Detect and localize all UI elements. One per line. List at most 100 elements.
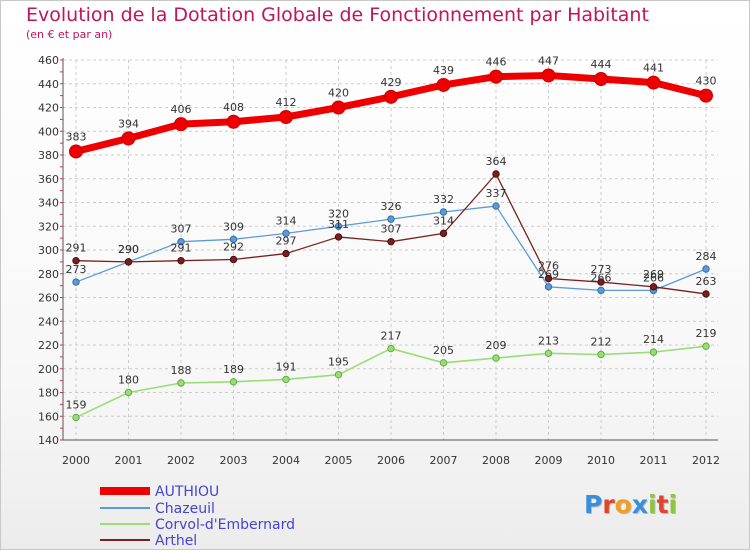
data-label: 290: [118, 243, 139, 256]
data-point: [177, 379, 185, 387]
logo-letter: o: [614, 490, 632, 519]
data-point: [492, 170, 500, 178]
data-label: 217: [381, 330, 402, 343]
data-label: 213: [538, 334, 559, 347]
data-label: 273: [66, 263, 87, 276]
data-label: 307: [381, 223, 402, 236]
data-point: [331, 100, 346, 115]
data-point: [649, 348, 658, 356]
data-label: 188: [171, 364, 192, 377]
data-label: 180: [118, 374, 139, 387]
data-label: 444: [591, 58, 612, 71]
data-point: [649, 283, 658, 291]
x-tick-label: 2010: [587, 454, 615, 467]
y-tick-label: 400: [38, 125, 59, 138]
data-point: [334, 233, 343, 241]
data-point: [597, 278, 605, 286]
grid: [63, 59, 718, 441]
y-tick-label: 360: [38, 173, 59, 186]
data-label: 447: [538, 54, 559, 67]
data-label: 263: [696, 275, 717, 288]
data-label: 195: [328, 356, 349, 369]
y-tick-label: 440: [38, 78, 59, 91]
series-authiou: [69, 68, 713, 159]
data-point: [544, 349, 553, 358]
y-tick-label: 160: [38, 410, 59, 423]
data-point: [646, 75, 661, 90]
logo-letter: i: [648, 490, 657, 519]
series-arthel: [72, 170, 710, 298]
data-point: [492, 202, 500, 210]
x-tick-label: 2003: [220, 454, 248, 467]
data-label: 439: [433, 64, 454, 77]
data-point: [702, 290, 710, 298]
y-tick-label: 320: [38, 220, 59, 233]
y-tick-label: 420: [38, 102, 59, 115]
data-point: [177, 237, 185, 246]
series-corvol-d-embernard: [72, 342, 710, 422]
data-point: [699, 88, 713, 103]
x-tick-label: 2000: [62, 454, 90, 467]
data-label: 394: [118, 117, 139, 130]
data-point: [436, 77, 451, 92]
series-group: [69, 68, 713, 422]
data-point: [229, 378, 238, 386]
data-point: [72, 278, 80, 286]
data-label: 284: [696, 250, 717, 263]
data-label: 191: [276, 360, 297, 373]
axes: 140 160 180 200 220 240 260 280 300 320 340 360 380 4…: [38, 54, 720, 467]
y-tick-label: 180: [38, 387, 59, 400]
logo-letter: i: [668, 490, 678, 519]
data-point: [702, 342, 710, 350]
data-label: 205: [433, 344, 454, 357]
y-tick-label: 300: [38, 244, 59, 257]
data-point: [72, 256, 80, 265]
data-point: [702, 265, 710, 273]
legend-label: Chazeuil: [155, 501, 215, 517]
y-tick-label: 380: [38, 149, 59, 162]
data-point: [492, 354, 500, 362]
logo-letter: P: [584, 490, 603, 519]
data-label: 332: [433, 193, 454, 206]
x-tick-label: 2011: [640, 454, 668, 467]
data-point: [439, 208, 448, 216]
data-label: 420: [328, 87, 349, 100]
x-tick-label: 2012: [692, 454, 720, 467]
data-labels: 159 180 188 189 191 195 217 205 209 213 212 214 219 2…: [66, 54, 717, 411]
data-label: 412: [276, 96, 297, 109]
data-label: 364: [486, 155, 507, 168]
chart-subtitle: (en € et par an): [26, 28, 113, 41]
y-tick-label: 240: [38, 315, 59, 328]
x-tick-label: 2002: [167, 454, 195, 467]
data-label: 309: [223, 220, 244, 233]
data-point: [597, 286, 605, 295]
data-point: [541, 68, 556, 83]
data-label: 291: [66, 242, 87, 255]
data-label: 314: [276, 214, 297, 227]
y-tick-label: 280: [38, 268, 59, 281]
x-tick-label: 2007: [430, 454, 458, 467]
data-label: 269: [643, 268, 664, 281]
data-point: [597, 350, 605, 359]
data-label: 292: [223, 241, 244, 254]
data-label: 337: [486, 187, 507, 200]
x-tick-label: 2005: [325, 454, 353, 467]
data-point: [69, 144, 83, 159]
data-point: [124, 258, 133, 266]
data-label: 291: [171, 242, 192, 255]
data-label: 430: [696, 75, 717, 88]
data-point: [229, 255, 238, 264]
proxiti-logo: Proxiti: [584, 490, 677, 519]
data-label: 307: [171, 223, 192, 236]
data-label: 276: [538, 260, 559, 273]
data-point: [544, 274, 553, 283]
y-tick-label: 140: [38, 434, 59, 447]
x-tick-label: 2008: [482, 454, 510, 467]
x-tick-label: 2006: [377, 454, 405, 467]
data-point: [226, 114, 241, 129]
data-label: 311: [328, 218, 349, 231]
chart-title: Evolution de la Dotation Globale de Fonc…: [26, 4, 649, 26]
x-tick-label: 2001: [115, 454, 143, 467]
data-label: 266: [643, 271, 664, 284]
